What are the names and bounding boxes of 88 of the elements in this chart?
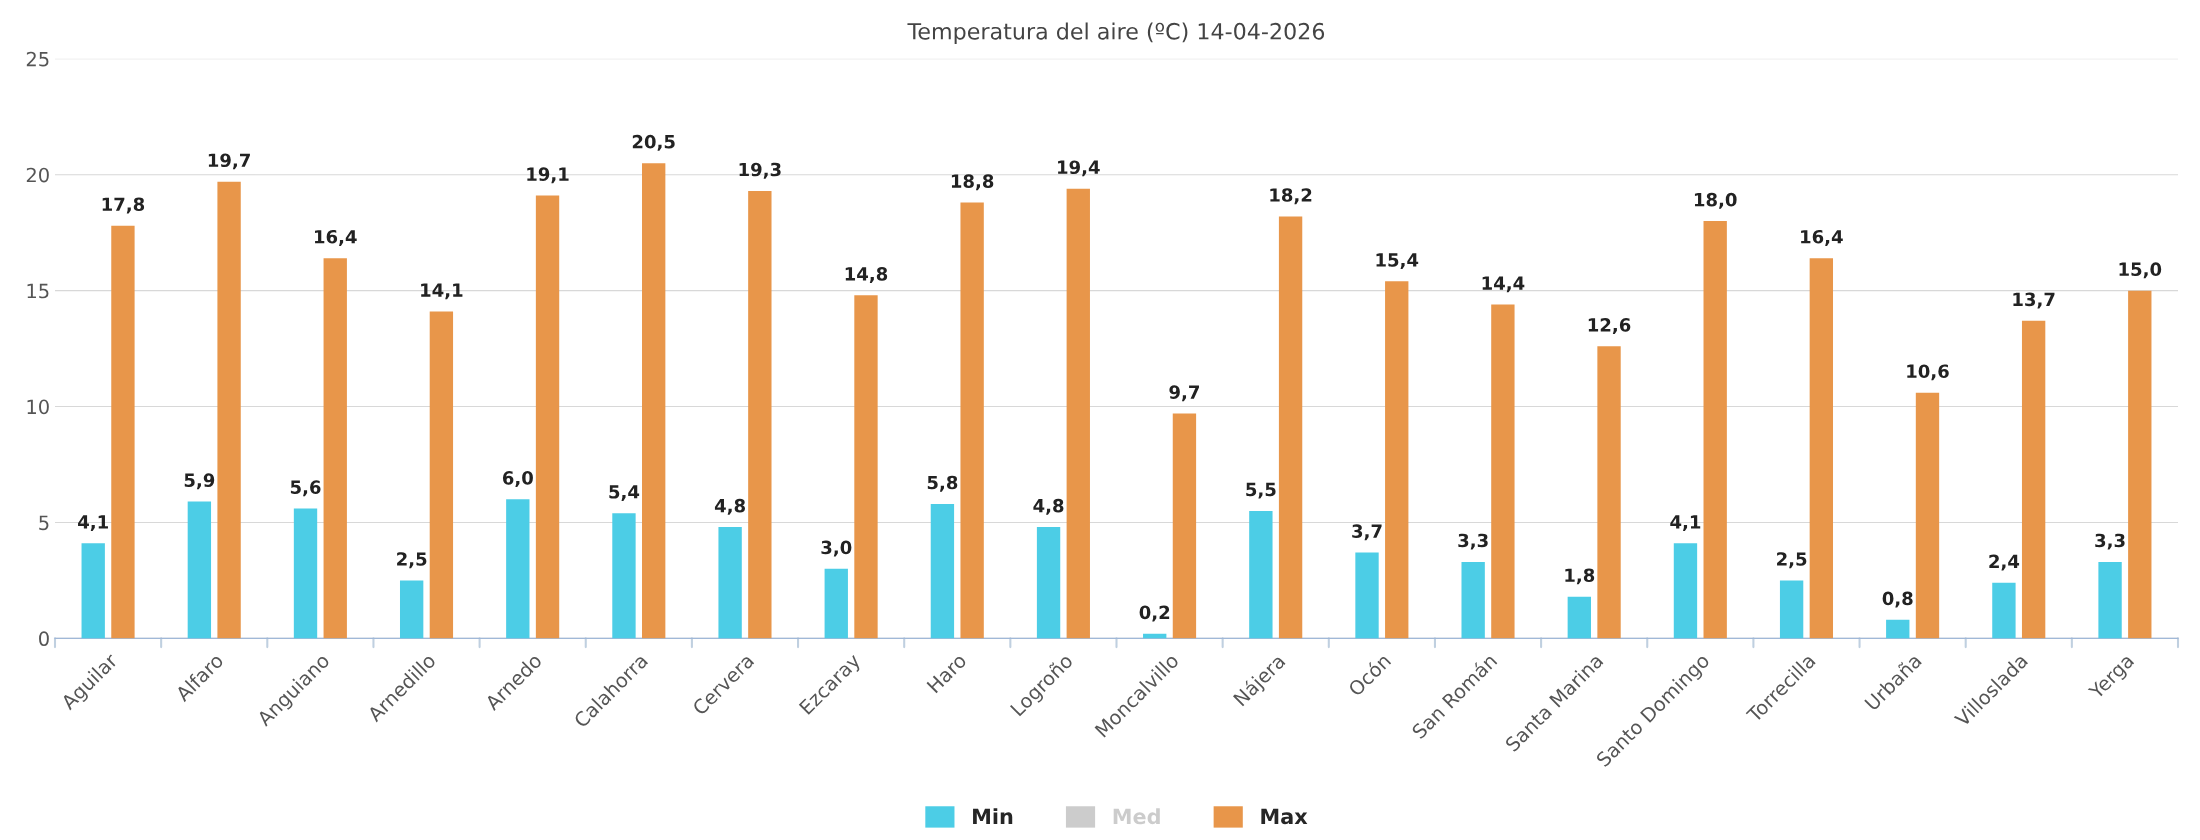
- y-tick-label: 20: [26, 167, 49, 183]
- y-tick-label: 15: [27, 283, 49, 299]
- data-label: 1,8: [1565, 568, 1595, 585]
- data-label: 5,4: [609, 485, 640, 501]
- bar: [1703, 221, 1727, 639]
- data-label: 13,7: [2013, 292, 2055, 309]
- bar: [111, 225, 135, 639]
- y-tick-label: 10: [27, 399, 49, 415]
- data-label: 20,5: [632, 134, 675, 151]
- data-label: 3,3: [1458, 533, 1488, 550]
- bar: [960, 202, 984, 639]
- data-label: 2,5: [397, 552, 427, 569]
- bar: [1491, 304, 1515, 639]
- data-label: 10,6: [1907, 364, 1949, 381]
- bar: [1915, 392, 1940, 639]
- bar: [1066, 188, 1090, 639]
- bar: [2128, 290, 2152, 639]
- bar: [2021, 320, 2046, 639]
- bar: [824, 568, 848, 639]
- data-label: 18,8: [951, 174, 994, 191]
- bar: [1597, 346, 1621, 639]
- bar: [217, 181, 241, 639]
- data-label: 18,2: [1270, 188, 1312, 205]
- bar: [1036, 527, 1061, 639]
- y-tick-label: 0: [39, 631, 49, 647]
- bar: [1567, 596, 1591, 639]
- data-label: 4,8: [714, 498, 745, 515]
- data-label: 5,5: [1246, 482, 1276, 499]
- bar: [1673, 543, 1698, 639]
- data-label: 3,7: [1352, 524, 1382, 541]
- data-label: 9,7: [1169, 385, 1199, 402]
- data-label: 4,1: [78, 515, 108, 532]
- data-label: 0,2: [1139, 605, 1170, 622]
- bar: [1249, 510, 1273, 639]
- bar: [1172, 413, 1197, 639]
- data-label: 6,0: [502, 471, 533, 487]
- data-label: 4,1: [1670, 515, 1701, 532]
- data-label: 5,8: [927, 475, 958, 492]
- bar: [748, 190, 772, 639]
- bar: [1461, 561, 1485, 639]
- bar: [1886, 619, 1910, 639]
- data-label: 17,8: [102, 197, 145, 214]
- chart-title: Temperatura del aire (ºC) 14-04-2026: [907, 22, 1325, 44]
- data-label: 14,8: [845, 267, 888, 283]
- bar: [323, 258, 347, 639]
- bar: [293, 508, 318, 639]
- data-label: 19,7: [208, 153, 250, 170]
- data-label: 2,4: [1989, 554, 2020, 571]
- bar: [642, 163, 666, 639]
- data-label: 14,4: [1482, 276, 1525, 293]
- data-label: 16,4: [1801, 229, 1843, 246]
- data-label: 15,0: [2119, 262, 2162, 279]
- data-label: 3,0: [821, 540, 852, 557]
- bar: [535, 195, 560, 639]
- data-label: 16,4: [315, 229, 357, 246]
- data-label: 12,6: [1588, 318, 1631, 334]
- bar: [1779, 580, 1804, 639]
- bar: [854, 295, 878, 639]
- data-label: 15,4: [1376, 253, 1419, 270]
- bar: [612, 513, 636, 639]
- data-label: 2,5: [1777, 552, 1807, 569]
- bar: [718, 527, 742, 639]
- data-label: 5,9: [184, 473, 215, 490]
- data-label: 0,8: [1882, 591, 1913, 608]
- legend-label: Min: [973, 808, 1013, 824]
- bar: [2098, 561, 2122, 639]
- bar: [1355, 552, 1379, 639]
- bar: [187, 501, 212, 639]
- bar: [1992, 582, 2016, 639]
- bar: [399, 580, 424, 639]
- y-tick-label: 25: [26, 51, 49, 67]
- data-label: 19,3: [739, 162, 781, 179]
- y-tick-label: 5: [39, 515, 49, 531]
- bar: [506, 499, 530, 639]
- data-label: 14,1: [421, 283, 463, 300]
- bar: [1809, 258, 1834, 639]
- data-label: 3,3: [2095, 533, 2125, 550]
- data-label: 18,0: [1694, 192, 1737, 209]
- bar: [1385, 281, 1409, 639]
- bar: [81, 543, 105, 639]
- bar: [429, 311, 454, 639]
- legend-label: Max: [1261, 808, 1308, 825]
- data-label: 19,1: [527, 167, 569, 184]
- data-label: 5,6: [290, 480, 321, 497]
- bar: [1278, 216, 1303, 639]
- data-label: 4,8: [1033, 498, 1064, 515]
- bar: [930, 503, 955, 639]
- data-label: 19,4: [1058, 160, 1100, 177]
